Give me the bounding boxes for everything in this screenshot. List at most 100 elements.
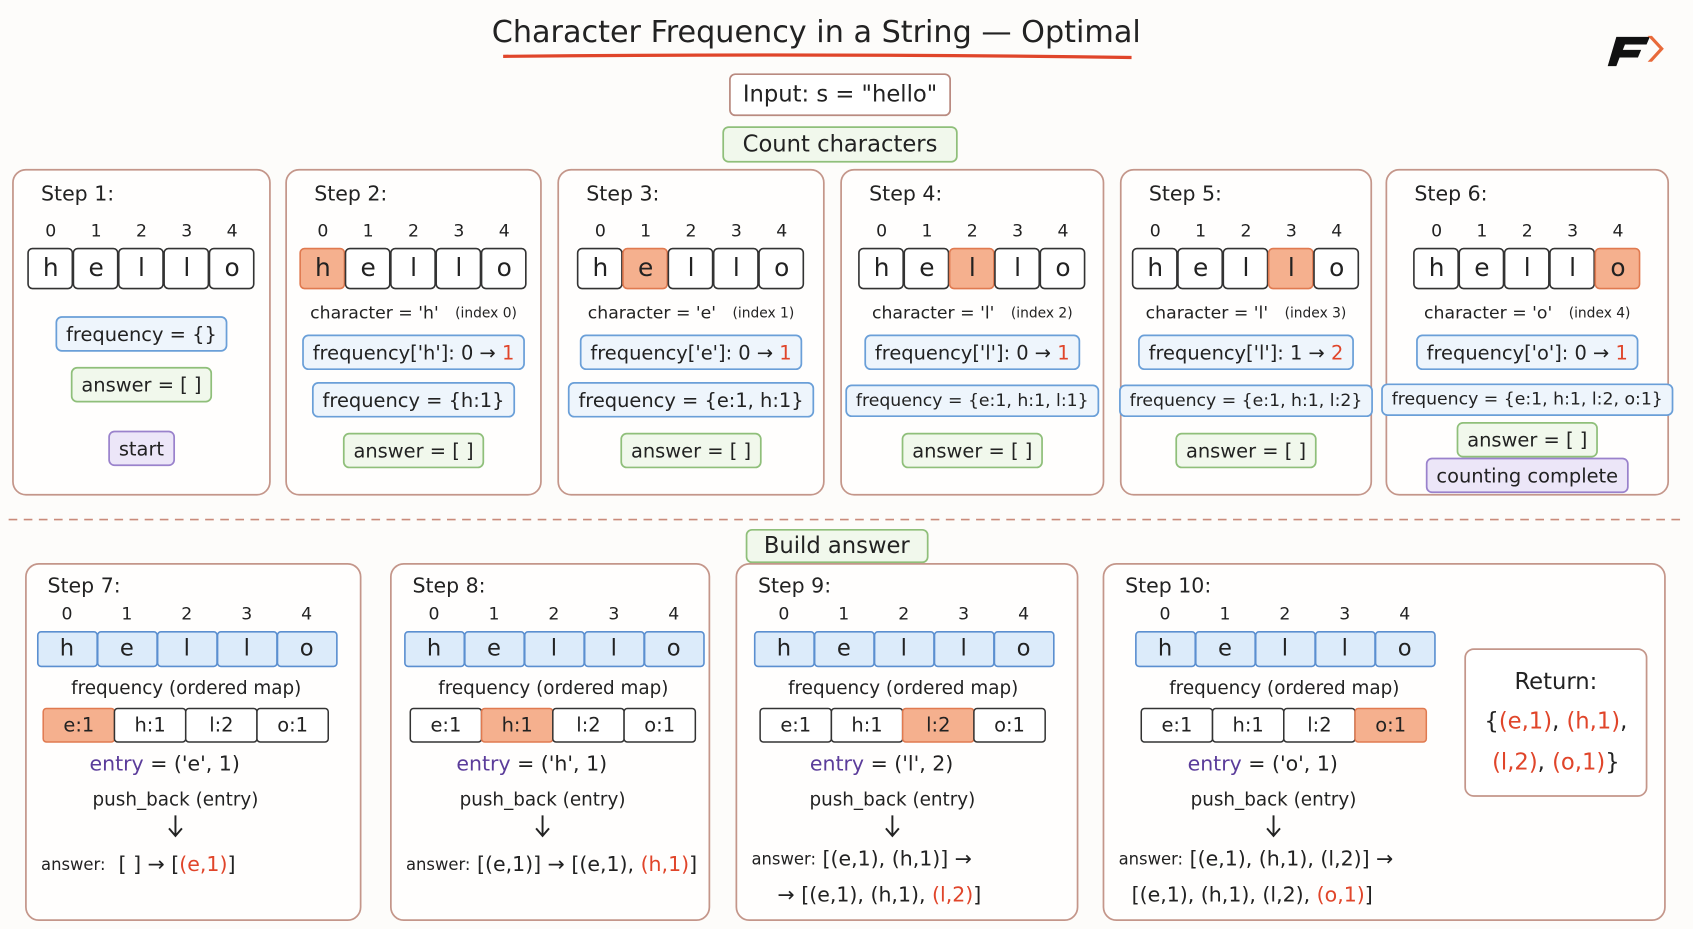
text-part: entry: [89, 752, 143, 776]
index-label: 0: [1150, 221, 1161, 241]
char-cell: [163, 247, 210, 290]
text-part: 1: [1057, 341, 1069, 364]
text-part: answer = [ ]: [631, 439, 751, 462]
step-line: frequency = {e:1, h:1, l:2}: [1130, 391, 1363, 411]
index-label: 3: [453, 221, 464, 241]
green-box: [1175, 432, 1317, 469]
char: o: [1017, 636, 1031, 662]
index-label: 1: [921, 221, 932, 241]
step-line: frequency = {e:1, h:1, l:2, o:1}: [1392, 390, 1663, 410]
char: h: [874, 253, 890, 282]
index-label: 3: [1567, 221, 1578, 241]
step-line: frequency['e']: 0 → 1: [590, 341, 791, 364]
text-part: start: [119, 437, 165, 460]
char-cell: [948, 247, 995, 290]
text-part: (o,1): [1552, 749, 1605, 775]
text-part: ,: [1620, 708, 1627, 734]
char-cell: [1313, 247, 1360, 290]
entry-line: entry = ('h', 1): [456, 752, 607, 776]
text-part: frequency['e']: 0 →: [590, 341, 779, 364]
map-entry: o:1: [994, 713, 1025, 736]
map-entry: e:1: [63, 713, 94, 736]
map-entry: o:1: [1375, 713, 1406, 736]
answer-line: answer: [(e,1)] → [(e,1), (h,1)]: [406, 852, 697, 876]
section-heading: Build answer: [764, 533, 911, 559]
text-part: character = 'l': [1146, 303, 1285, 323]
step-line: frequency['o']: 0 → 1: [1427, 341, 1628, 364]
text-part: frequency['l']: 1 →: [1149, 341, 1331, 364]
char: o: [1610, 253, 1625, 282]
answer-line: [(e,1), (h,1), (l,2), (o,1)]: [1119, 882, 1373, 906]
char-cell: [117, 247, 164, 290]
text-part: character = 'h': [310, 303, 455, 323]
map-label: frequency (ordered map): [71, 678, 301, 699]
title: Character Frequency in a String — Optima…: [492, 15, 1141, 50]
char: h: [777, 636, 791, 662]
index-label: 2: [686, 221, 697, 241]
step-line: answer = [ ]: [912, 439, 1032, 462]
return-label: Return:: [1514, 669, 1597, 695]
text-part: ]: [227, 852, 235, 876]
blue-box: [302, 334, 525, 371]
text-part: {: [1484, 708, 1498, 734]
char: l: [1342, 636, 1348, 662]
index-label: 2: [181, 605, 192, 625]
text-part: frequency = {h:1}: [323, 388, 505, 411]
green-box: [620, 432, 762, 469]
text-part: (o,1): [1317, 882, 1365, 906]
text-part: answer:: [41, 855, 106, 874]
text-part: frequency = {}: [66, 322, 217, 345]
index-label: 4: [1018, 605, 1029, 625]
text-part: answer = [ ]: [912, 439, 1032, 462]
char: h: [1147, 253, 1163, 282]
text-part: frequency['o']: 0 →: [1427, 341, 1616, 364]
step-line: character = 'h' (index 0): [310, 303, 517, 323]
map-label: frequency (ordered map): [438, 678, 668, 699]
step-line: frequency = {e:1, h:1, l:1}: [856, 391, 1089, 411]
text-part: 1: [1615, 341, 1627, 364]
index-label: 2: [898, 605, 909, 625]
char-cell: [643, 631, 705, 668]
step-label: Step 8:: [412, 574, 485, 598]
map-entry: e:1: [780, 713, 811, 736]
text-part: frequency = {e:1, h:1, l:2}: [1130, 391, 1363, 411]
map-entry: l:2: [926, 713, 950, 736]
blue-box: [579, 334, 803, 371]
char-cell: [994, 247, 1041, 290]
text-part: (l,2): [932, 882, 973, 906]
char: l: [733, 253, 740, 282]
char-cell: [276, 631, 338, 668]
answer-line: answer: [(e,1), (h,1)] →: [751, 847, 971, 871]
char: l: [961, 636, 967, 662]
char: h: [1158, 636, 1172, 662]
index-label: 0: [429, 605, 440, 625]
char: l: [1243, 253, 1250, 282]
char: l: [688, 253, 695, 282]
index-label: 2: [136, 221, 147, 241]
char: e: [1218, 636, 1232, 662]
text-part: [(e,1)] → [(e,1),: [470, 852, 640, 876]
map-entry: o:1: [277, 713, 308, 736]
blue-box: [1381, 383, 1674, 416]
char: e: [919, 253, 934, 282]
text-part: answer = [ ]: [1186, 439, 1306, 462]
call: push_back (entry): [460, 789, 626, 810]
return-line: (l,2), (o,1)}: [1492, 749, 1620, 775]
step-line: start: [119, 437, 165, 460]
index-label: 3: [241, 605, 252, 625]
entry-line: entry = ('e', 1): [89, 752, 239, 776]
text-part: 1: [502, 341, 514, 364]
index-label: 4: [1057, 221, 1068, 241]
down-arrow: [885, 815, 900, 838]
text-part: answer:: [1119, 849, 1184, 868]
char: o: [1055, 253, 1070, 282]
char-cell: [576, 247, 623, 290]
char: e: [638, 253, 653, 282]
char: h: [315, 253, 331, 282]
char-cell: [208, 247, 255, 290]
char-cell: [1131, 247, 1178, 290]
text-part: entry: [810, 752, 864, 776]
index-label: 3: [1339, 605, 1350, 625]
char-cell: [72, 247, 119, 290]
index-label: 1: [91, 221, 102, 241]
